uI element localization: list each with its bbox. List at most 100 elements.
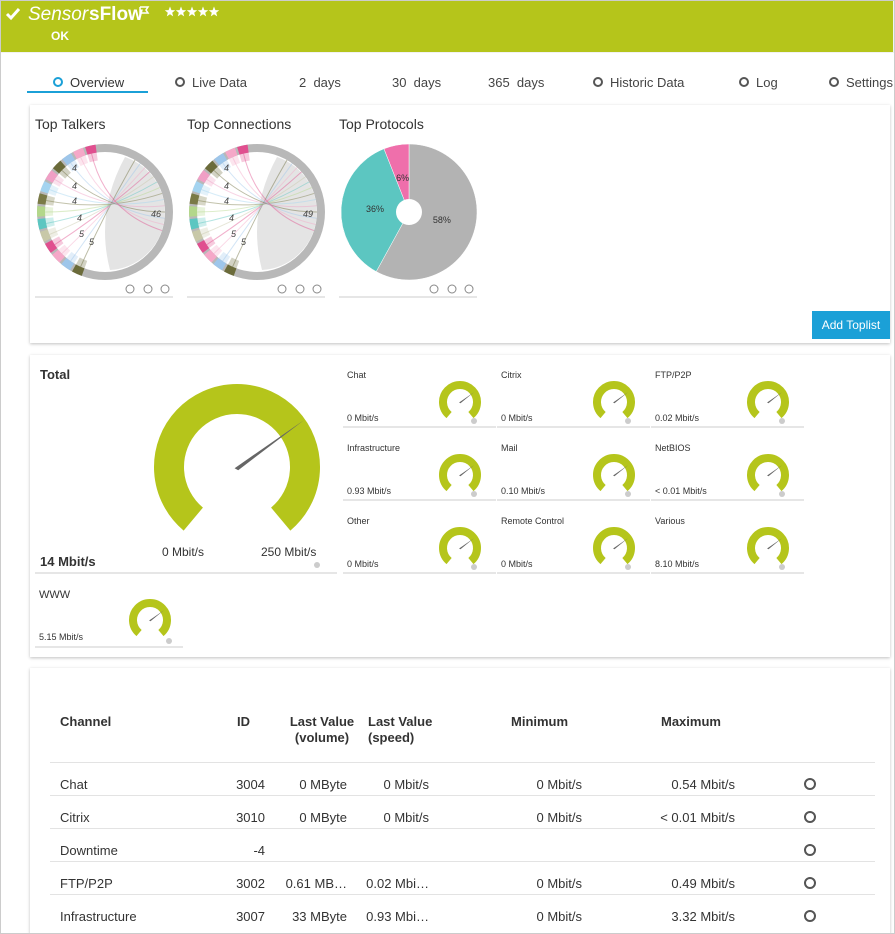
tab[interactable]: Settings xyxy=(846,75,893,90)
chord xyxy=(80,156,164,225)
gauge-arc xyxy=(747,527,789,565)
gauge-settings-icon[interactable] xyxy=(471,564,477,570)
toplist-action-icon[interactable] xyxy=(277,284,287,294)
gauge-settings-icon[interactable] xyxy=(779,564,785,570)
pie-hole xyxy=(396,199,422,225)
chord-band xyxy=(52,236,64,249)
toplist-action-icon[interactable] xyxy=(160,284,170,294)
column-header[interactable]: Maximum xyxy=(661,714,721,729)
column-header[interactable]: Channel xyxy=(60,714,112,729)
gauge-value: 0 Mbit/s xyxy=(347,413,379,423)
chord-band xyxy=(47,227,59,239)
gauge-settings-icon[interactable] xyxy=(625,418,631,424)
row-settings-icon[interactable] xyxy=(804,778,816,790)
chord-band xyxy=(228,155,241,167)
chord-label: 4 xyxy=(77,213,82,223)
chord-segment xyxy=(192,181,204,194)
chord-segment xyxy=(237,144,249,155)
toplist-title: Top Talkers xyxy=(35,116,106,132)
chord xyxy=(232,159,288,268)
chord-band xyxy=(58,244,71,257)
chord-band xyxy=(59,166,71,179)
cell: 3010 xyxy=(236,810,265,825)
gauge-settings-icon[interactable] xyxy=(166,638,172,644)
gauge-value: 0 Mbit/s xyxy=(501,559,533,569)
tab[interactable]: Log xyxy=(756,75,778,90)
toplist-action-icon[interactable] xyxy=(295,284,305,294)
chord xyxy=(222,162,317,219)
row-separator xyxy=(50,828,875,829)
chord xyxy=(70,162,165,219)
chord xyxy=(61,167,146,255)
pie-slice xyxy=(375,143,478,281)
toplist-action-icon[interactable] xyxy=(125,284,135,294)
gauge-arc xyxy=(129,599,171,637)
chord xyxy=(201,176,306,235)
toplist-action-icon[interactable] xyxy=(143,284,153,294)
tab[interactable]: 2 days xyxy=(299,75,341,90)
column-header[interactable]: Last Value (volume) xyxy=(289,714,355,745)
chord-band xyxy=(210,244,223,257)
chord-segment xyxy=(225,147,238,160)
active-tab-underline xyxy=(27,91,148,93)
gauge-settings-icon[interactable] xyxy=(625,564,631,570)
gauge-settings-icon[interactable] xyxy=(779,418,785,424)
cell: 3004 xyxy=(236,777,265,792)
tab[interactable]: Historic Data xyxy=(610,75,685,90)
toplist-action-icon[interactable] xyxy=(429,284,439,294)
toplist-action-icon[interactable] xyxy=(312,284,322,294)
cell: 0.54 Mbit/s xyxy=(671,777,735,792)
cell: 0 Mbit/s xyxy=(536,777,582,792)
tab[interactable]: Live Data xyxy=(192,75,247,90)
gauge-arc xyxy=(154,384,320,531)
chord-segment xyxy=(213,257,227,271)
pie-label: 6% xyxy=(396,173,409,183)
gauge-name: Total xyxy=(40,367,70,382)
tab[interactable]: 30 days xyxy=(392,75,442,90)
tab[interactable]: Overview xyxy=(70,75,125,90)
gauge-settings-icon[interactable] xyxy=(779,491,785,497)
chord-segment xyxy=(197,170,210,183)
cell: Downtime xyxy=(60,843,118,858)
chord-band xyxy=(45,217,55,228)
add-toplist-button[interactable]: Add Toplist xyxy=(812,311,890,339)
gauge-settings-icon[interactable] xyxy=(314,562,320,568)
chord-band xyxy=(211,166,223,179)
chord-segment xyxy=(45,170,58,183)
column-header[interactable]: Minimum xyxy=(511,714,569,729)
gauge-value: 14 Mbit/s xyxy=(40,554,96,569)
toplist-action-icon[interactable] xyxy=(447,284,457,294)
gauge-name: WWW xyxy=(39,589,71,601)
tab[interactable]: 365 days xyxy=(488,75,545,90)
cell: 3002 xyxy=(236,876,265,891)
row-settings-icon[interactable] xyxy=(804,811,816,823)
chord xyxy=(46,181,158,224)
gauge-settings-icon[interactable] xyxy=(471,491,477,497)
row-settings-icon[interactable] xyxy=(804,877,816,889)
star xyxy=(208,6,220,17)
chord-big xyxy=(257,157,317,270)
rating[interactable] xyxy=(138,5,224,19)
gauge-settings-icon[interactable] xyxy=(625,491,631,497)
chord xyxy=(201,189,316,205)
column-header[interactable]: Last Value (speed) xyxy=(368,714,433,745)
gauge-name: NetBIOS xyxy=(655,443,691,453)
gauge-needle xyxy=(459,465,474,477)
row-settings-icon[interactable] xyxy=(804,844,816,856)
gauge-needle xyxy=(459,392,474,404)
gauge-settings-icon[interactable] xyxy=(471,418,477,424)
tab-icon-box xyxy=(53,77,63,87)
tab-icon xyxy=(739,77,749,87)
toplist-action-icon[interactable] xyxy=(464,284,474,294)
column-header[interactable]: ID xyxy=(237,714,250,729)
cell: Chat xyxy=(60,777,88,792)
cell: 3007 xyxy=(236,909,265,924)
tab-icon-box xyxy=(593,77,603,87)
chord-segment xyxy=(189,218,200,230)
chord-segment xyxy=(85,144,97,155)
tab-icon-box xyxy=(739,77,749,87)
row-settings-icon[interactable] xyxy=(804,910,816,922)
chord-segment xyxy=(62,153,76,166)
chord xyxy=(54,171,150,246)
chord-label: 4 xyxy=(72,196,77,206)
